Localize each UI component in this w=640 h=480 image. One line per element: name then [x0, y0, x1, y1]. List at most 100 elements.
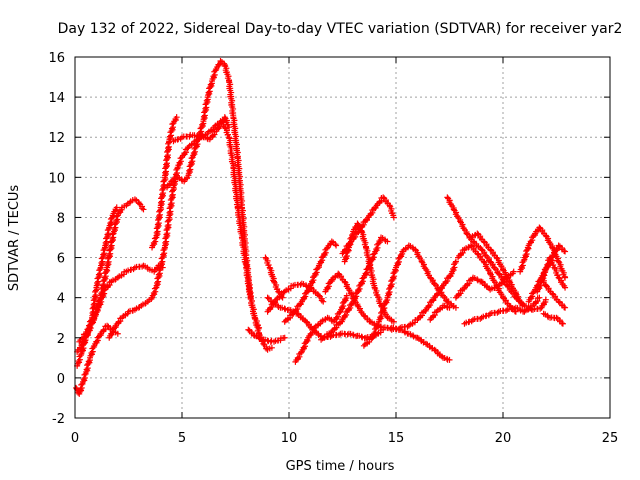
data-point: [332, 241, 339, 248]
data-point: [140, 206, 147, 213]
series-track-ac: [540, 310, 566, 327]
data-point: [536, 294, 543, 301]
data-point: [522, 252, 529, 259]
data-point: [83, 330, 90, 337]
data-point: [506, 278, 513, 285]
data-point: [553, 314, 560, 321]
data-point: [80, 378, 87, 385]
data-point: [478, 278, 485, 285]
data-point: [446, 304, 453, 311]
x-tick-label: 25: [602, 431, 619, 446]
data-point: [412, 246, 419, 253]
x-tick-label: 15: [388, 431, 405, 446]
x-tick-label: 10: [281, 431, 298, 446]
data-point: [504, 282, 511, 289]
data-point: [457, 218, 464, 225]
data-point: [551, 264, 558, 271]
data-point: [480, 238, 487, 245]
y-axis-label: SDTVAR / TECUs: [7, 185, 22, 292]
data-points: [73, 58, 569, 397]
series-track-t: [388, 258, 459, 333]
data-point: [380, 306, 387, 313]
data-point: [562, 248, 569, 255]
series-track-s: [339, 194, 397, 257]
y-tick-label: 4: [57, 292, 65, 307]
data-point: [517, 266, 524, 273]
ticks: 0 5 10 15 20 25 -2 0 2 4 6 8 10 12 14 16: [48, 51, 618, 446]
data-point: [544, 261, 551, 268]
data-point: [309, 278, 316, 285]
data-point: [226, 124, 233, 131]
data-point: [75, 358, 82, 365]
data-point: [512, 290, 519, 297]
data-point: [362, 270, 369, 277]
data-point: [77, 352, 84, 359]
data-point: [395, 325, 402, 332]
data-point: [358, 279, 365, 286]
data-point: [210, 73, 217, 80]
series-track-q: [322, 270, 453, 363]
data-point: [256, 324, 263, 331]
y-tick-label: 8: [57, 211, 65, 226]
data-point: [109, 231, 116, 238]
data-point: [382, 298, 389, 305]
y-tick-label: 16: [48, 51, 65, 66]
data-point: [96, 300, 103, 307]
data-point: [209, 75, 216, 82]
series-track-f: [149, 114, 180, 251]
data-point: [354, 220, 361, 227]
data-point: [449, 268, 456, 275]
data-point: [148, 296, 155, 303]
data-point: [542, 232, 549, 239]
data-point: [88, 350, 95, 357]
data-point: [126, 199, 133, 206]
data-point: [338, 304, 345, 311]
data-point: [494, 309, 501, 316]
data-point: [378, 302, 385, 309]
data-point: [74, 360, 81, 367]
series-track-r: [360, 242, 459, 349]
data-point: [203, 97, 210, 104]
data-point: [487, 258, 494, 265]
data-point: [384, 238, 391, 245]
data-point: [542, 267, 549, 274]
data-point: [371, 330, 378, 337]
data-point: [478, 246, 485, 253]
data-point: [467, 242, 474, 249]
data-point: [350, 331, 357, 338]
data-point: [114, 330, 121, 337]
y-tick-label: 14: [48, 91, 65, 106]
data-point: [268, 344, 275, 351]
data-point: [538, 274, 545, 281]
series-track-w: [455, 242, 519, 315]
data-point: [397, 252, 404, 259]
data-point: [562, 274, 569, 281]
data-point: [81, 338, 88, 345]
data-point: [480, 258, 487, 265]
series-track-p: [341, 220, 397, 325]
data-point: [500, 266, 506, 273]
series-track-ae: [427, 302, 453, 323]
data-point: [562, 284, 569, 291]
data-point: [342, 296, 349, 303]
data-point: [374, 322, 381, 329]
data-point: [446, 356, 453, 363]
data-point: [333, 242, 340, 249]
data-point: [320, 298, 327, 305]
data-point: [547, 254, 554, 261]
data-point: [549, 290, 556, 297]
series-track-h: [170, 114, 233, 145]
data-point: [452, 258, 459, 265]
series-track-k: [264, 280, 327, 315]
data-point: [318, 336, 325, 343]
data-point: [262, 254, 269, 261]
data-point: [85, 358, 92, 365]
y-tick-label: 6: [57, 252, 65, 267]
data-point: [275, 288, 282, 295]
data-point: [369, 255, 376, 262]
data-point: [474, 276, 481, 283]
series-track-c: [74, 204, 120, 369]
